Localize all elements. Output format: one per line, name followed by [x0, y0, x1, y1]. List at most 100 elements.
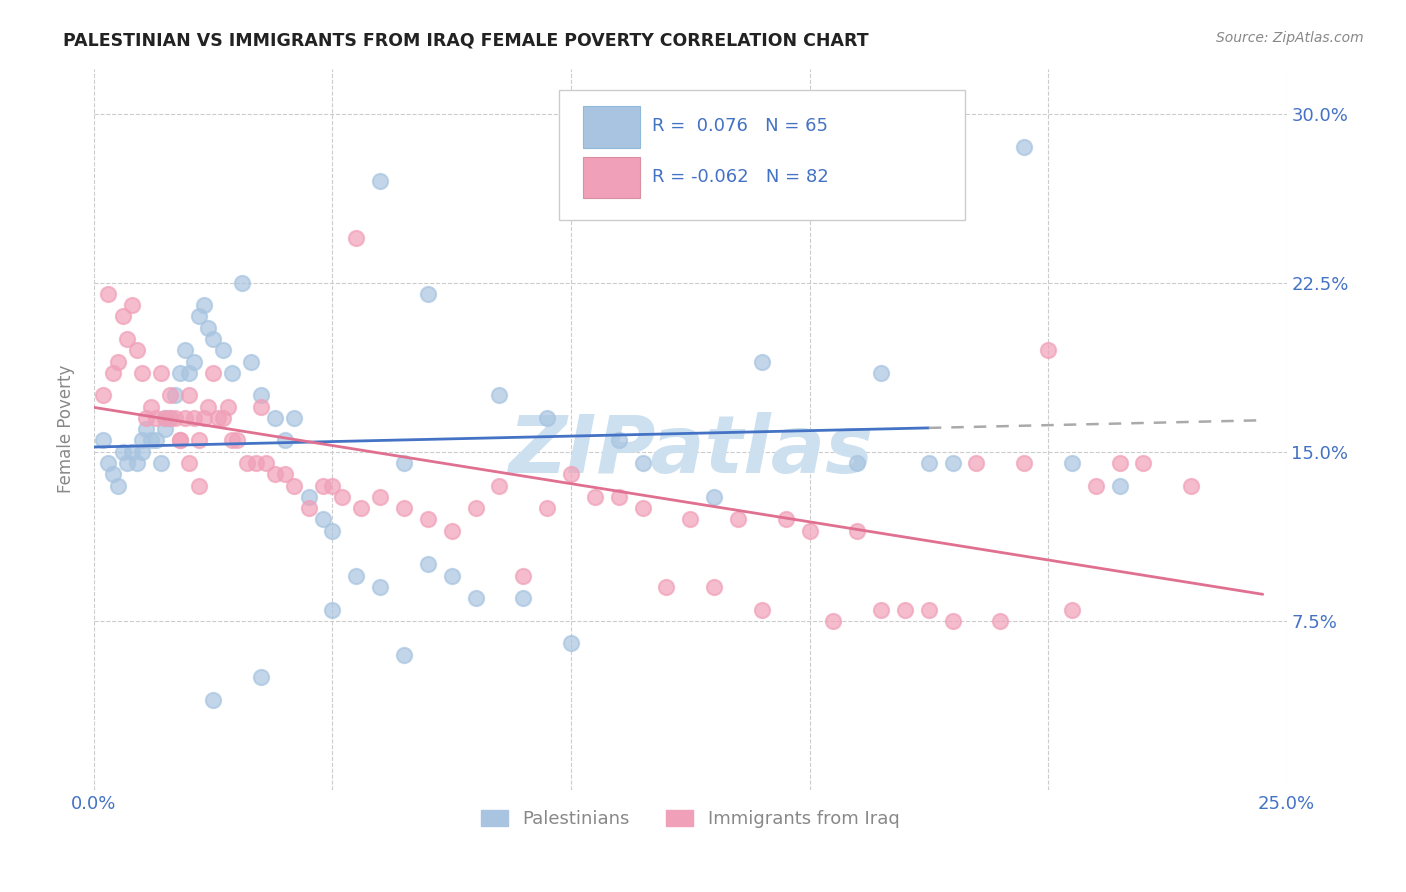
Point	[101, 366, 124, 380]
Point	[125, 343, 148, 358]
Point	[894, 602, 917, 616]
Point	[111, 444, 134, 458]
Point	[226, 434, 249, 448]
Point	[727, 512, 749, 526]
Point	[560, 467, 582, 482]
Point	[488, 388, 510, 402]
Point	[159, 411, 181, 425]
Point	[250, 670, 273, 684]
Point	[97, 456, 120, 470]
Point	[254, 456, 277, 470]
Point	[155, 411, 177, 425]
Point	[846, 456, 869, 470]
Point	[655, 580, 678, 594]
Point	[145, 434, 167, 448]
Point	[344, 568, 367, 582]
Text: R =  0.076   N = 65: R = 0.076 N = 65	[652, 117, 828, 136]
Point	[679, 512, 702, 526]
Point	[1108, 478, 1130, 492]
Point	[512, 568, 534, 582]
Point	[207, 411, 229, 425]
Point	[231, 276, 253, 290]
Point	[368, 580, 391, 594]
FancyBboxPatch shape	[583, 156, 640, 198]
Point	[321, 602, 343, 616]
Point	[631, 501, 654, 516]
Point	[312, 478, 335, 492]
Point	[125, 456, 148, 470]
Point	[775, 512, 797, 526]
Point	[135, 422, 157, 436]
Point	[1060, 456, 1083, 470]
Point	[321, 478, 343, 492]
Point	[536, 501, 558, 516]
Point	[488, 478, 510, 492]
Point	[870, 366, 893, 380]
Point	[274, 467, 297, 482]
Point	[107, 354, 129, 368]
Point	[297, 501, 319, 516]
Point	[416, 558, 439, 572]
Point	[187, 310, 209, 324]
Point	[1012, 140, 1035, 154]
Point	[392, 648, 415, 662]
Point	[221, 366, 243, 380]
Point	[942, 614, 965, 628]
Legend: Palestinians, Immigrants from Iraq: Palestinians, Immigrants from Iraq	[474, 802, 907, 835]
Point	[464, 501, 486, 516]
Point	[193, 298, 215, 312]
Point	[183, 411, 205, 425]
Point	[155, 422, 177, 436]
Point	[211, 343, 233, 358]
Point	[1084, 478, 1107, 492]
Point	[264, 411, 287, 425]
Point	[93, 388, 115, 402]
Point	[121, 298, 143, 312]
Point	[163, 411, 186, 425]
Point	[93, 434, 115, 448]
Point	[823, 614, 845, 628]
Point	[703, 490, 725, 504]
Point	[350, 501, 373, 516]
Point	[416, 512, 439, 526]
Point	[183, 354, 205, 368]
Point	[135, 411, 157, 425]
Point	[187, 478, 209, 492]
Point	[211, 411, 233, 425]
Point	[846, 524, 869, 538]
Point	[536, 411, 558, 425]
Point	[607, 434, 630, 448]
Point	[274, 434, 297, 448]
Point	[159, 388, 181, 402]
Point	[131, 434, 153, 448]
Point	[169, 434, 191, 448]
Point	[560, 636, 582, 650]
Point	[121, 444, 143, 458]
Point	[107, 478, 129, 492]
Point	[117, 456, 139, 470]
Point	[187, 434, 209, 448]
Point	[344, 230, 367, 244]
Y-axis label: Female Poverty: Female Poverty	[58, 365, 75, 493]
Point	[966, 456, 988, 470]
Point	[141, 400, 163, 414]
Point	[101, 467, 124, 482]
Point	[217, 400, 239, 414]
Point	[751, 602, 773, 616]
FancyBboxPatch shape	[560, 90, 965, 220]
Point	[1012, 456, 1035, 470]
Point	[1060, 602, 1083, 616]
Text: R = -0.062   N = 82: R = -0.062 N = 82	[652, 168, 830, 186]
Point	[583, 490, 606, 504]
Point	[169, 366, 191, 380]
Point	[202, 332, 225, 346]
Point	[179, 456, 201, 470]
FancyBboxPatch shape	[583, 106, 640, 148]
Point	[141, 434, 163, 448]
Point	[392, 456, 415, 470]
Point	[163, 388, 186, 402]
Point	[149, 456, 172, 470]
Point	[392, 501, 415, 516]
Point	[117, 332, 139, 346]
Point	[97, 287, 120, 301]
